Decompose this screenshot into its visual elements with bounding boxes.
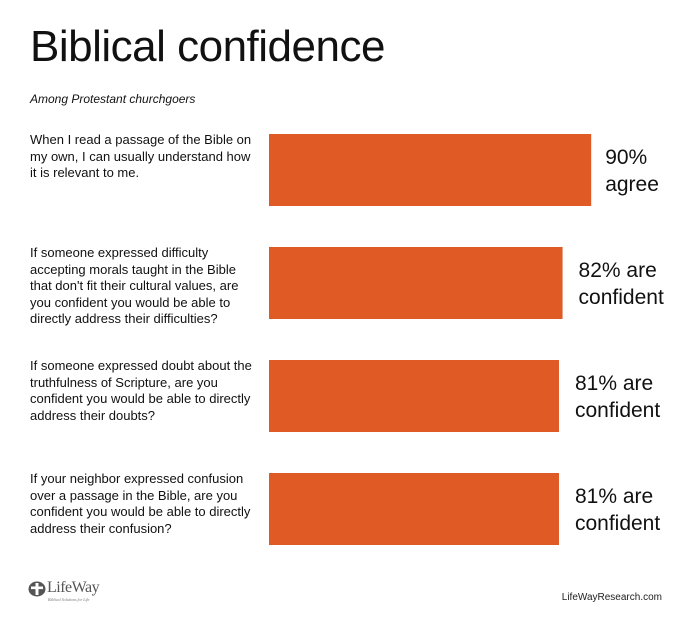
data-label-line: agree — [605, 173, 659, 196]
data-label-line: confident — [574, 512, 661, 535]
chart-title: Biblical confidence — [30, 22, 385, 71]
bar — [269, 134, 592, 206]
chart-subtitle: Among Protestant churchgoers — [30, 92, 196, 106]
data-label: 82% are confident — [579, 257, 664, 311]
logo-tagline: Biblical Solutions for Life — [48, 597, 90, 602]
data-label-line: 90% — [605, 146, 648, 169]
category-label: If your neighbor expressed confusion ove… — [30, 471, 251, 536]
data-label-line: 82% are — [578, 259, 657, 282]
data-label-line: 81% are — [574, 372, 654, 395]
data-label-line: confident — [574, 399, 661, 422]
logo-text: LifeWay — [47, 579, 100, 596]
cross-emblem-icon — [28, 581, 46, 597]
data-label: 81% are confident — [575, 370, 660, 424]
bar — [269, 247, 563, 319]
data-label: 90% agree — [605, 144, 659, 198]
data-label: 81% are confident — [575, 483, 660, 537]
bar — [269, 473, 559, 545]
footer-url[interactable]: LifeWayResearch.com — [561, 592, 662, 603]
category-label: When I read a passage of the Bible on my… — [30, 132, 252, 180]
data-label-line: confident — [578, 286, 664, 309]
bar — [269, 360, 559, 432]
category-label: If someone expressed difficulty acceptin… — [30, 245, 239, 326]
data-label-line: 81% are — [574, 485, 654, 508]
category-label: If someone expressed doubt about the tru… — [30, 358, 252, 423]
